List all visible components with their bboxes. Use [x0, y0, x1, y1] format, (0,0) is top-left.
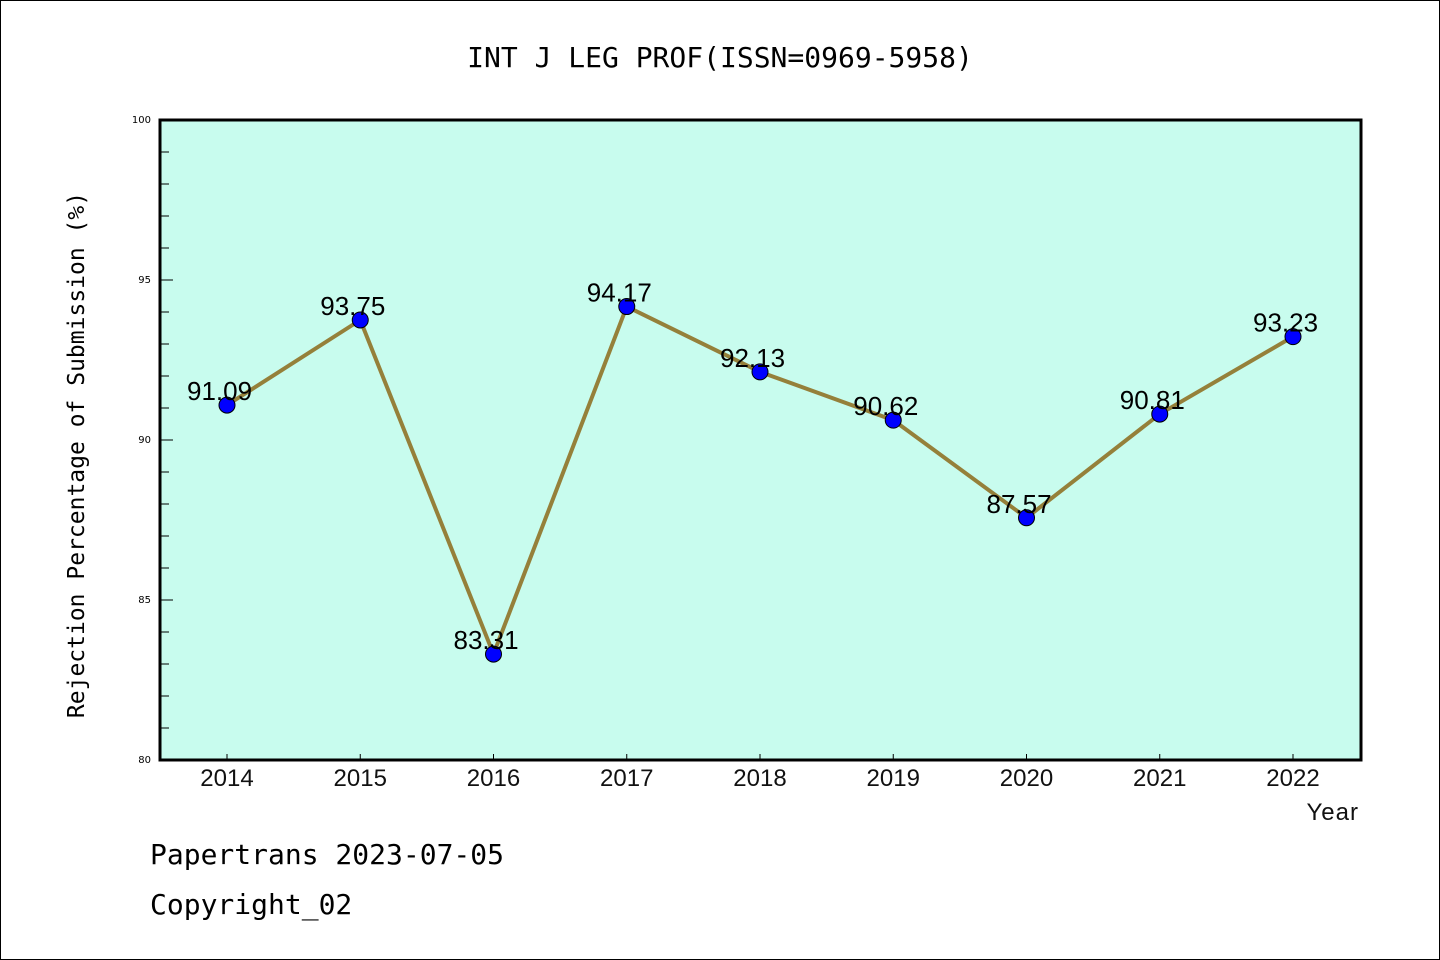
x-axis-label: Year [1307, 799, 1360, 826]
data-point [618, 298, 636, 316]
y-tick-label: 100 [132, 115, 151, 126]
data-point [1018, 509, 1035, 527]
data-point [485, 645, 502, 663]
data-label: 93.23 [1253, 308, 1318, 338]
y-tick-label: 95 [138, 275, 151, 286]
footer-copyright: Copyright_02 [150, 888, 352, 922]
data-point [884, 411, 902, 429]
x-tick-label: 2022 [1266, 765, 1319, 792]
data-label: 92.13 [720, 343, 785, 373]
footer-date: Papertrans 2023-07-05 [150, 838, 504, 871]
plot-area [160, 120, 1361, 760]
data-point [1284, 328, 1302, 346]
data-label: 87.57 [987, 489, 1052, 519]
data-label: 83.31 [454, 625, 519, 655]
data-point [751, 363, 769, 381]
data-label: 93.75 [320, 291, 385, 321]
data-label: 90.62 [853, 391, 918, 421]
y-axis-label: Rejection Percentage of Submission (%) [64, 192, 90, 718]
x-tick-label: 2014 [200, 765, 253, 792]
data-label: 94.17 [587, 278, 652, 308]
y-tick-label: 90 [138, 435, 151, 446]
y-tick-label: 85 [138, 595, 151, 606]
data-point [1151, 405, 1169, 423]
x-tick-label: 2020 [1000, 765, 1053, 792]
data-label: 90.81 [1120, 385, 1185, 415]
data-labels: 91.09 93.75 83.31 94.17 92.13 90.62 87.57 90.81… [187, 278, 1318, 656]
data-point [351, 311, 369, 329]
chart-title: INT J LEG PROF(ISSN=0969-5958) [467, 41, 973, 74]
data-label: 91.09 [187, 376, 252, 406]
x-tick-label: 2019 [867, 765, 920, 792]
data-point [218, 396, 236, 414]
x-tick-label: 2021 [1133, 765, 1186, 792]
x-tick-label: 2018 [733, 765, 786, 792]
y-tick-label: 80 [138, 755, 151, 766]
plot-border [158, 118, 1363, 762]
data-markers [218, 298, 1302, 663]
x-tick-label: 2017 [600, 765, 653, 792]
x-axis-ticks: 2014 2015 2016 2017 2018 2019 2020 2021 2022 [200, 754, 1320, 792]
x-tick-label: 2015 [334, 765, 387, 792]
x-tick-label: 2016 [467, 765, 520, 792]
